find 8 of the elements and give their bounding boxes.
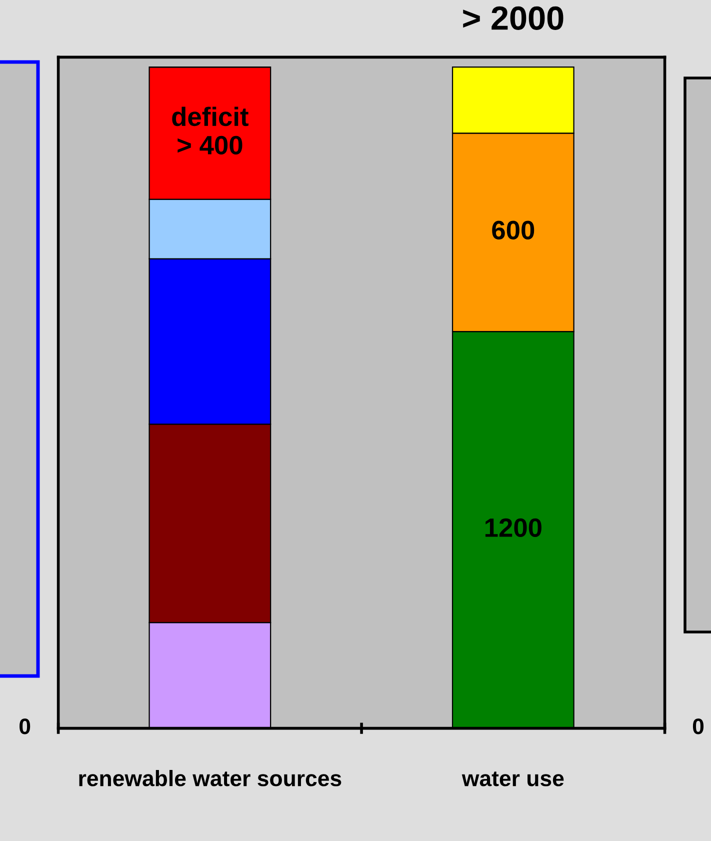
- x-tick-label: renewable water sources: [79, 770, 342, 786]
- text: 0: [692, 718, 704, 734]
- x-tick-label: water use: [462, 772, 564, 786]
- text: 0: [20, 718, 30, 734]
- data-label: 1200: [485, 518, 542, 538]
- data-label: 600: [492, 220, 534, 240]
- annotation: > 2000: [463, 6, 564, 30]
- data-label: deficit > 400: [172, 106, 248, 155]
